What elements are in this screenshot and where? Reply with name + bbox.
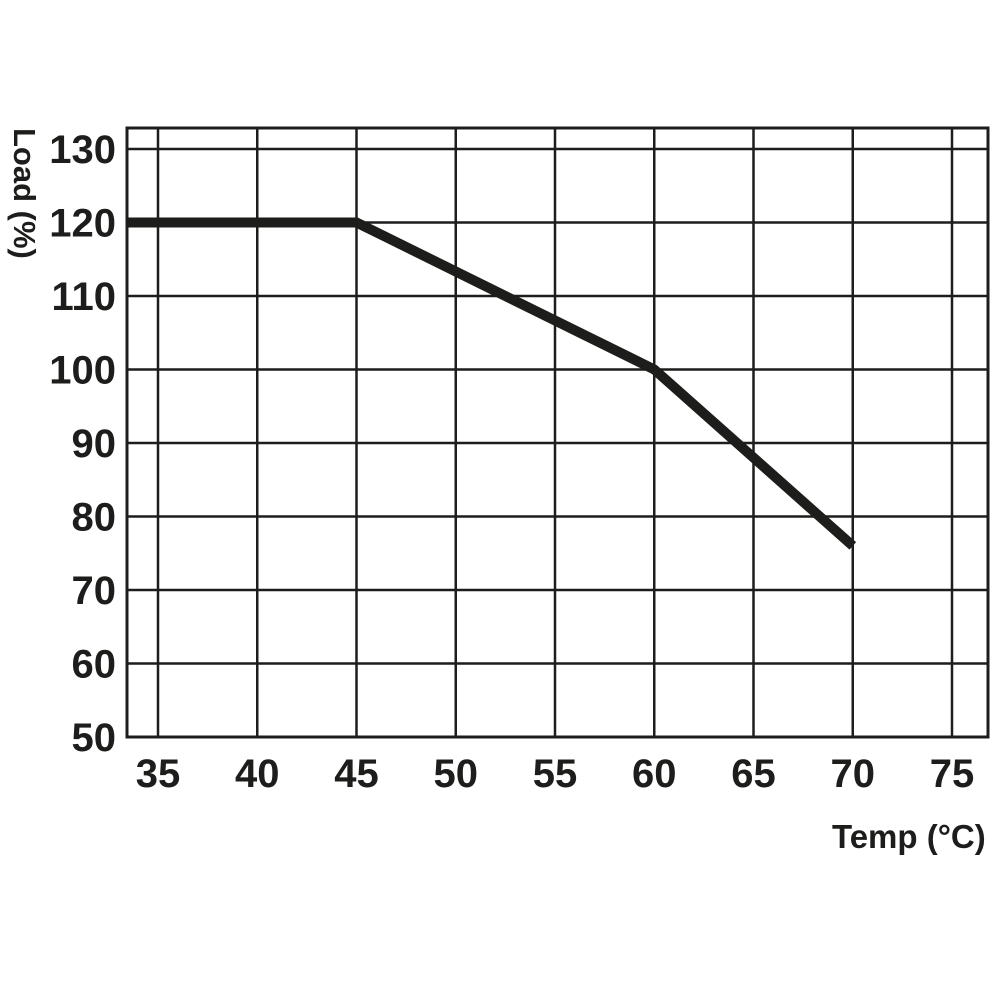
load-derating-curve-line [126,217,857,550]
x-tick-label: 65 [731,752,776,796]
x-tick-label: 40 [235,752,280,796]
x-tick-label: 45 [334,752,379,796]
y-tick-label: 80 [72,496,117,540]
x-tick-label: 55 [533,752,578,796]
y-tick-label: 60 [72,643,117,687]
x-axis-title: Temp (°C) [832,818,986,855]
y-tick-label: 130 [49,128,116,172]
x-tick-label: 35 [136,752,181,796]
y-tick-label: 50 [72,716,117,760]
x-tick-label: 50 [434,752,479,796]
y-axis-title: Load (%) [7,128,42,259]
y-tick-label: 90 [72,422,117,466]
y-tick-label: 120 [49,202,116,246]
plot-border [125,126,990,739]
y-tick-label: 110 [51,275,116,319]
y-tick-label: 100 [49,349,116,393]
x-tick-label: 70 [831,752,876,796]
x-tick-label: 75 [930,752,975,796]
y-tick-label: 70 [72,569,117,613]
x-tick-label: 60 [632,752,677,796]
